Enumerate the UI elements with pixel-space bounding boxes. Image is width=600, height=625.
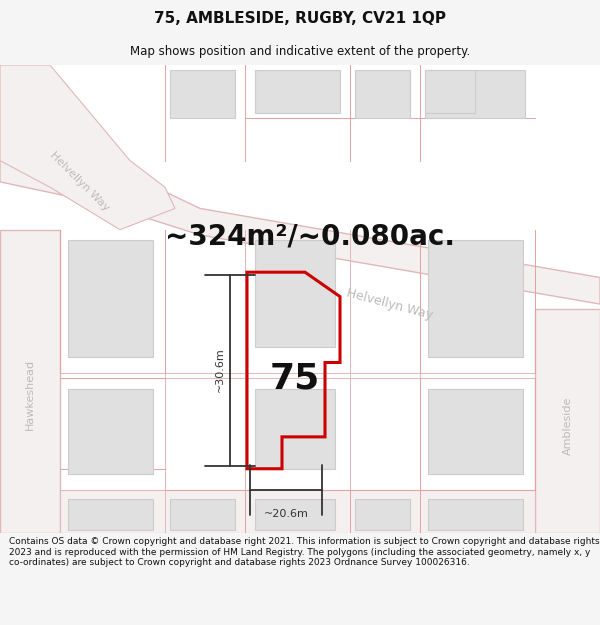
Text: Map shows position and indicative extent of the property.: Map shows position and indicative extent… xyxy=(130,45,470,58)
Bar xyxy=(170,499,235,531)
Text: Hawkeshead: Hawkeshead xyxy=(25,359,35,430)
Bar xyxy=(425,70,475,112)
Bar xyxy=(428,499,523,531)
Text: Helvellyn Way: Helvellyn Way xyxy=(346,286,434,322)
Bar xyxy=(68,499,153,531)
Text: ~20.6m: ~20.6m xyxy=(263,509,308,519)
Polygon shape xyxy=(0,229,60,532)
Polygon shape xyxy=(0,139,600,304)
Bar xyxy=(355,70,410,118)
Text: Helvellyn Way: Helvellyn Way xyxy=(49,151,112,213)
Bar xyxy=(355,499,410,531)
Bar xyxy=(68,240,153,357)
Bar xyxy=(428,240,523,357)
Bar xyxy=(170,70,235,118)
Bar xyxy=(428,389,523,474)
Text: 75: 75 xyxy=(270,361,320,396)
Bar xyxy=(255,240,335,346)
Bar xyxy=(255,499,335,531)
Bar xyxy=(425,70,525,118)
Bar xyxy=(255,389,335,469)
Bar xyxy=(255,70,340,112)
Text: ~324m²/~0.080ac.: ~324m²/~0.080ac. xyxy=(165,223,455,251)
Polygon shape xyxy=(60,490,535,532)
Text: ~30.6m: ~30.6m xyxy=(215,348,225,392)
Text: Contains OS data © Crown copyright and database right 2021. This information is : Contains OS data © Crown copyright and d… xyxy=(9,538,599,568)
Polygon shape xyxy=(535,309,600,532)
Bar xyxy=(68,389,153,474)
Text: Ambleside: Ambleside xyxy=(563,397,573,456)
Text: 75, AMBLESIDE, RUGBY, CV21 1QP: 75, AMBLESIDE, RUGBY, CV21 1QP xyxy=(154,11,446,26)
Polygon shape xyxy=(0,65,175,229)
